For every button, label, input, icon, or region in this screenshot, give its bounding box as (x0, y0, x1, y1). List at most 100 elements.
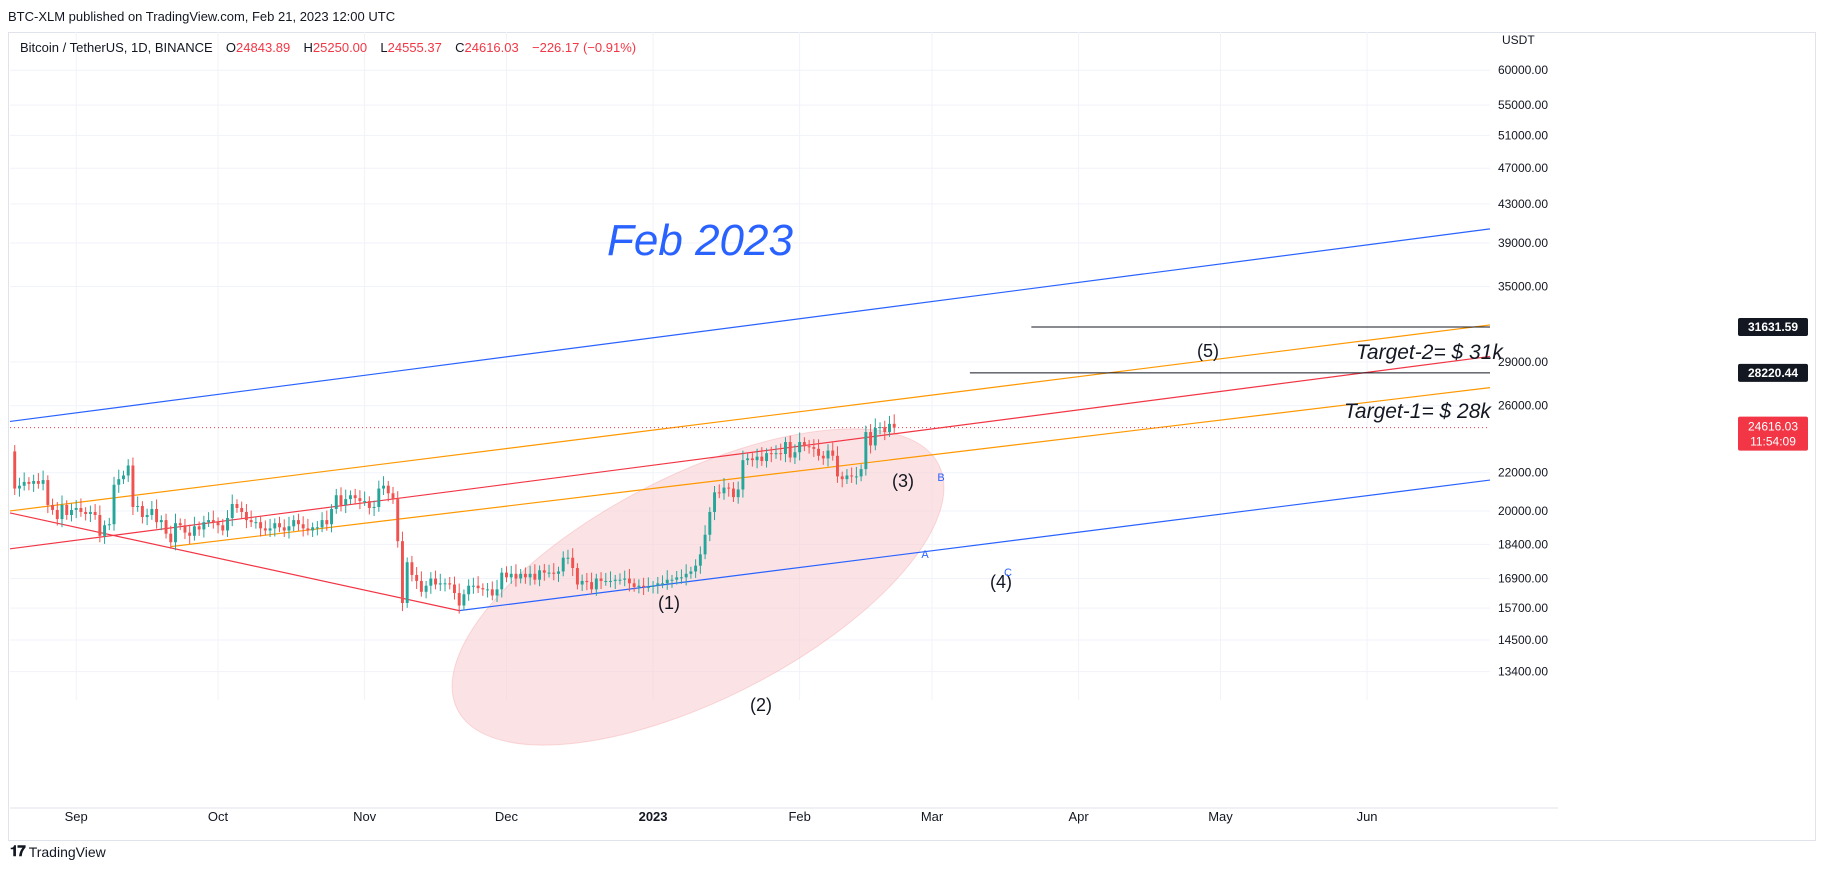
candle-body (278, 523, 281, 528)
candle-body (46, 480, 50, 505)
candle-body (226, 518, 229, 531)
price-tick-label: 14500.00 (1498, 633, 1548, 647)
wave-label-4: (4) (990, 572, 1012, 592)
candle-body (273, 523, 277, 529)
candle-body (609, 580, 612, 582)
candle-body (642, 585, 646, 587)
candle-body (405, 562, 409, 603)
candle-body (169, 533, 173, 543)
candle-body (471, 585, 475, 587)
target-price-label: 31631.59 (1748, 320, 1798, 334)
candle-body (769, 453, 773, 455)
candle-body (552, 572, 556, 574)
price-tick-label: 60000.00 (1498, 63, 1548, 77)
candle-body (623, 578, 627, 580)
candle-body (51, 504, 55, 510)
wave-label-2: (2) (750, 695, 772, 715)
candle-body (788, 442, 792, 458)
candle-body (282, 527, 286, 531)
target-2-text: Target-2= $ 31k (1356, 341, 1504, 364)
candle-body (845, 475, 849, 480)
low-value: 24555.37 (387, 40, 442, 55)
candle-body (93, 511, 97, 515)
sub-wave-c: C (1004, 567, 1012, 579)
close-label: C (455, 40, 465, 55)
candle-body (197, 526, 201, 530)
high-value: 25250.00 (312, 40, 368, 55)
candle-body (183, 525, 187, 533)
countdown-label: 11:54:09 (1750, 435, 1796, 449)
candle-body (235, 504, 239, 508)
candle-body (850, 475, 854, 477)
chart-frame (8, 32, 1816, 841)
candle-body (741, 460, 745, 490)
candle-body (618, 579, 622, 581)
candle-body (783, 442, 787, 455)
candle-body (74, 507, 78, 510)
candle-body (859, 469, 863, 477)
candle-body (661, 583, 664, 585)
candle-body (70, 509, 73, 515)
publish-info: BTC-XLM published on TradingView.com, Fe… (8, 9, 396, 24)
candle-body (382, 485, 386, 489)
target-1-text: Target-1= $ 28k (1344, 400, 1492, 423)
candle-body (864, 432, 868, 470)
trendlines (9, 228, 1491, 612)
candle-body (802, 442, 806, 447)
candle-body (367, 501, 371, 508)
candle-body (542, 570, 546, 573)
candle-body (117, 479, 121, 485)
wave-label-3: (3) (892, 471, 914, 491)
candle-body (244, 511, 248, 521)
candle-body (793, 452, 797, 458)
candle-body (627, 578, 631, 584)
candle-body (103, 525, 107, 536)
candle-body (131, 465, 135, 507)
sub-wave-a: A (921, 549, 929, 561)
candle-body (613, 579, 617, 581)
candle-body (263, 528, 267, 531)
candle-body (708, 511, 712, 535)
candle-body (126, 465, 130, 476)
price-tick-label: 16900.00 (1498, 572, 1548, 586)
change-value: −226.17 (−0.91%) (532, 40, 637, 55)
tradingview-brand[interactable]: 𝟏𝟕 TradingView (10, 843, 106, 860)
candle-body (836, 455, 839, 477)
date-tick-label: Mar (921, 809, 944, 824)
candle-body (410, 562, 414, 575)
candle-body (486, 589, 490, 591)
target-price-label: 28220.44 (1748, 366, 1798, 380)
date-tick-label: 2023 (639, 809, 668, 824)
wave-label-1: (1) (658, 593, 680, 613)
candle-body (684, 573, 688, 578)
last-price-label: 24616.03 (1748, 420, 1798, 434)
candle-body (557, 571, 560, 574)
date-tick-label: Nov (353, 809, 377, 824)
candle-body (873, 427, 877, 446)
candle-body (519, 573, 523, 579)
candle-body (651, 585, 655, 587)
candle-body (292, 520, 296, 527)
candles (13, 414, 896, 614)
candle-body (306, 528, 310, 531)
low-label: L (380, 40, 388, 55)
candle-body (155, 508, 159, 523)
candle-body (755, 456, 759, 461)
candle-body (22, 481, 26, 486)
price-tick-label: 35000.00 (1498, 279, 1548, 293)
date-tick-label: Feb (788, 809, 810, 824)
candle-body (490, 589, 494, 596)
candle-body (467, 585, 471, 595)
last-price-box (1738, 416, 1808, 451)
candle-body (65, 504, 69, 515)
date-tick-label: Sep (65, 809, 88, 824)
candle-body (145, 514, 149, 518)
sub-wave-b: B (937, 472, 944, 484)
date-tick-label: Apr (1069, 809, 1090, 824)
candle-body (424, 585, 428, 592)
candle-body (523, 573, 527, 578)
candle-body (249, 520, 253, 523)
candle-body (580, 580, 584, 585)
candle-body (363, 501, 367, 503)
